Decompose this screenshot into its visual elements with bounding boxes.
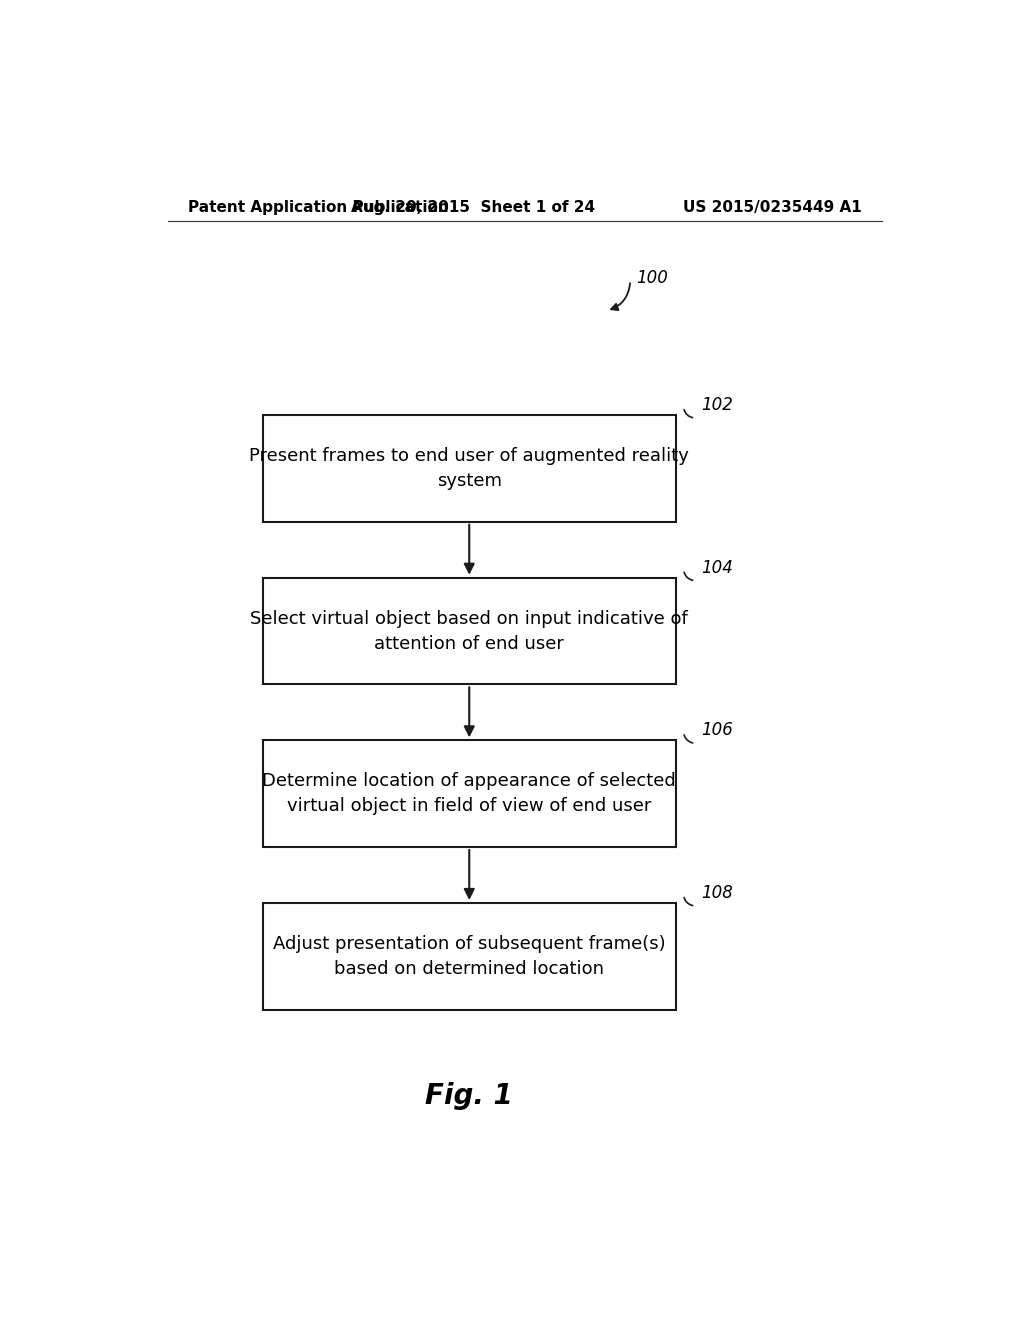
Text: Aug. 20, 2015  Sheet 1 of 24: Aug. 20, 2015 Sheet 1 of 24	[351, 199, 595, 215]
Text: Patent Application Publication: Patent Application Publication	[187, 199, 449, 215]
Bar	[263, 903, 676, 1010]
Text: Present frames to end user of augmented reality
system: Present frames to end user of augmented …	[249, 447, 689, 490]
Bar	[263, 414, 676, 521]
Text: 104: 104	[701, 558, 733, 577]
Bar	[263, 741, 676, 847]
Text: 106: 106	[701, 721, 733, 739]
Text: Adjust presentation of subsequent frame(s)
based on determined location: Adjust presentation of subsequent frame(…	[273, 935, 666, 978]
Bar	[263, 578, 676, 684]
Text: US 2015/0235449 A1: US 2015/0235449 A1	[683, 199, 862, 215]
Text: Select virtual object based on input indicative of
attention of end user: Select virtual object based on input ind…	[251, 610, 688, 652]
Text: 108: 108	[701, 884, 733, 902]
Text: 102: 102	[701, 396, 733, 414]
Text: Fig. 1: Fig. 1	[425, 1081, 513, 1110]
Text: 100: 100	[636, 269, 668, 288]
Text: Determine location of appearance of selected
virtual object in field of view of : Determine location of appearance of sele…	[262, 772, 676, 816]
